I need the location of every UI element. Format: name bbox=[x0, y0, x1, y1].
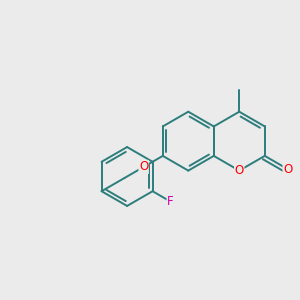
Text: O: O bbox=[235, 164, 244, 177]
Text: F: F bbox=[167, 195, 174, 208]
Text: O: O bbox=[283, 163, 292, 176]
Text: O: O bbox=[139, 160, 148, 173]
